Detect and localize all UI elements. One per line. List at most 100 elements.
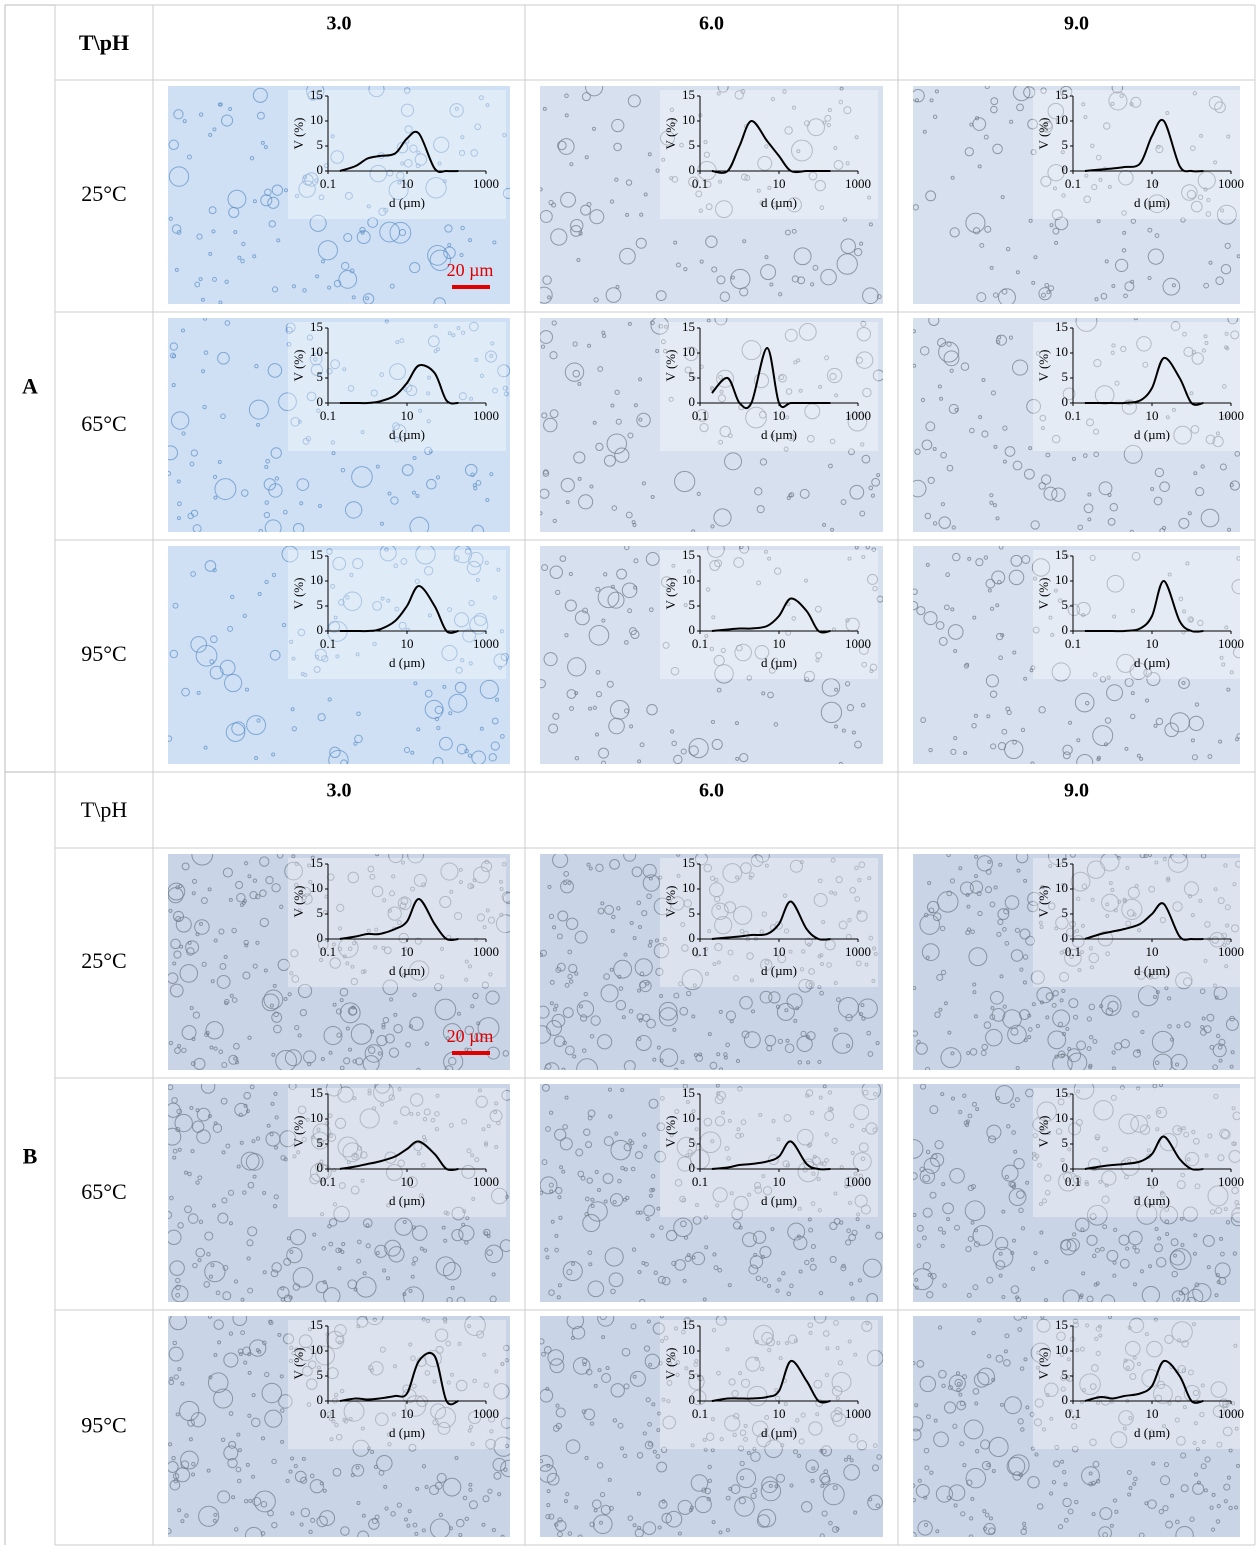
y-tick-label: 0 [317, 622, 324, 637]
x-tick-label: 10 [1146, 944, 1159, 959]
x-tick-label: 10 [401, 944, 414, 959]
temperature-label: 25°C [81, 181, 126, 206]
y-tick-label: 10 [310, 112, 323, 127]
x-tick-label: 0.1 [320, 408, 336, 423]
y-tick-label: 15 [310, 1085, 323, 1100]
x-tick-label: 0.1 [1065, 636, 1081, 651]
y-axis-label: V (%) [663, 118, 678, 150]
x-tick-label: 1000 [845, 944, 871, 959]
x-tick-label: 0.1 [320, 636, 336, 651]
x-tick-label: 1000 [473, 1406, 499, 1421]
y-axis-label: V (%) [663, 1348, 678, 1380]
y-tick-label: 5 [689, 1367, 696, 1382]
y-tick-label: 10 [1055, 880, 1068, 895]
x-axis-label: d (µm) [1134, 195, 1170, 210]
y-tick-label: 15 [1055, 1317, 1068, 1332]
y-tick-label: 5 [317, 369, 324, 384]
y-tick-label: 10 [682, 572, 695, 587]
y-tick-label: 0 [317, 930, 324, 945]
y-tick-label: 0 [1062, 622, 1069, 637]
y-axis-label: V (%) [663, 578, 678, 610]
y-tick-label: 5 [689, 369, 696, 384]
y-tick-label: 0 [317, 394, 324, 409]
y-tick-label: 15 [682, 547, 695, 562]
y-tick-label: 15 [682, 319, 695, 334]
y-tick-label: 5 [1062, 369, 1069, 384]
x-tick-label: 10 [773, 636, 786, 651]
y-tick-label: 10 [682, 1110, 695, 1125]
y-axis-label: V (%) [663, 350, 678, 382]
x-axis-label: d (µm) [389, 427, 425, 442]
x-tick-label: 10 [401, 636, 414, 651]
x-tick-label: 0.1 [692, 1174, 708, 1189]
y-tick-label: 0 [1062, 930, 1069, 945]
x-tick-label: 0.1 [320, 944, 336, 959]
micrograph-panel: 0510150.1101000d (µm)V (%) [533, 849, 883, 1080]
y-tick-label: 10 [1055, 1342, 1068, 1357]
x-tick-label: 10 [401, 176, 414, 191]
x-axis-label: d (µm) [389, 963, 425, 978]
y-tick-label: 10 [682, 1342, 695, 1357]
micrograph-panel: 0510150.1101000d (µm)V (%) [536, 79, 883, 304]
x-tick-label: 1000 [473, 944, 499, 959]
x-axis-label: d (µm) [389, 655, 425, 670]
micrograph-panel: 0510150.1101000d (µm)V (%) [540, 1081, 883, 1305]
x-tick-label: 10 [1146, 176, 1159, 191]
micrograph-panel: 0510150.1101000d (µm)V (%)20 µm [168, 82, 513, 310]
y-tick-label: 15 [310, 319, 323, 334]
y-tick-label: 5 [689, 905, 696, 920]
x-tick-label: 1000 [845, 176, 871, 191]
y-axis-label: V (%) [291, 1348, 306, 1380]
x-tick-label: 1000 [845, 408, 871, 423]
y-tick-label: 0 [1062, 394, 1069, 409]
x-axis-label: d (µm) [1134, 1193, 1170, 1208]
x-tick-label: 10 [773, 176, 786, 191]
y-tick-label: 10 [310, 880, 323, 895]
y-tick-label: 15 [310, 87, 323, 102]
scale-bar [452, 285, 490, 289]
x-tick-label: 0.1 [692, 176, 708, 191]
y-tick-label: 5 [689, 597, 696, 612]
x-tick-label: 0.1 [320, 1406, 336, 1421]
scale-bar [452, 1051, 490, 1055]
y-tick-label: 10 [1055, 1110, 1068, 1125]
x-tick-label: 1000 [1218, 1406, 1244, 1421]
y-tick-label: 5 [1062, 597, 1069, 612]
temperature-label: 65°C [81, 1179, 126, 1204]
y-tick-label: 10 [310, 1342, 323, 1357]
micrograph-panel: 0510150.1101000d (µm)V (%) [537, 541, 883, 766]
y-tick-label: 5 [1062, 1135, 1069, 1150]
y-axis-label: V (%) [291, 350, 306, 382]
x-tick-label: 10 [773, 408, 786, 423]
temperature-label: 95°C [81, 641, 126, 666]
y-tick-label: 15 [682, 87, 695, 102]
x-axis-label: d (µm) [761, 1193, 797, 1208]
y-axis-label: V (%) [291, 118, 306, 150]
y-tick-label: 10 [682, 112, 695, 127]
y-tick-label: 0 [689, 162, 696, 177]
y-tick-label: 5 [1062, 137, 1069, 152]
y-tick-label: 15 [1055, 87, 1068, 102]
x-tick-label: 10 [1146, 1174, 1159, 1189]
micrograph-panel: 0510150.1101000d (µm)V (%)20 µm [167, 844, 514, 1073]
x-tick-label: 1000 [473, 176, 499, 191]
micrograph-panel: 0510150.1101000d (µm)V (%) [910, 545, 1251, 770]
x-tick-label: 0.1 [692, 636, 708, 651]
x-tick-label: 1000 [1218, 176, 1244, 191]
y-tick-label: 15 [682, 1085, 695, 1100]
y-tick-label: 0 [317, 1392, 324, 1407]
y-tick-label: 5 [1062, 905, 1069, 920]
x-tick-label: 1000 [845, 1174, 871, 1189]
x-tick-label: 0.1 [320, 176, 336, 191]
micrograph-panel: 0510150.1101000d (µm)V (%) [912, 82, 1251, 305]
y-tick-label: 15 [310, 547, 323, 562]
x-axis-label: d (µm) [389, 195, 425, 210]
x-tick-label: 0.1 [692, 944, 708, 959]
y-tick-label: 10 [682, 880, 695, 895]
x-tick-label: 1000 [1218, 1174, 1244, 1189]
y-tick-label: 5 [317, 1367, 324, 1382]
scale-bar-label: 20 µm [447, 1026, 494, 1046]
y-tick-label: 15 [682, 1317, 695, 1332]
x-tick-label: 1000 [473, 636, 499, 651]
y-tick-label: 0 [689, 622, 696, 637]
